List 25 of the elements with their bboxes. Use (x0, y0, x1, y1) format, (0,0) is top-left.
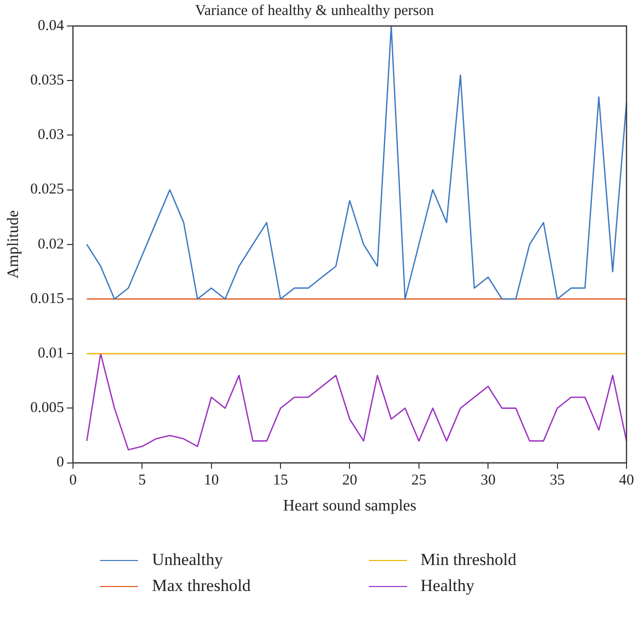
y-tick-label: 0.02 (38, 236, 64, 252)
y-tick-label: 0.04 (38, 18, 64, 34)
x-axis-title: Heart sound samples (283, 498, 416, 515)
legend-label: Unhealthy (152, 550, 223, 570)
x-tick-label: 35 (550, 472, 565, 489)
x-tick-label: 25 (411, 472, 426, 489)
x-tick-label: 30 (480, 472, 496, 489)
x-tick-label: 0 (69, 472, 77, 489)
legend-label: Healthy (420, 576, 474, 596)
y-tick-label: 0.035 (30, 72, 64, 89)
legend-label: Max threshold (152, 576, 251, 596)
x-tick-label: 10 (204, 472, 219, 489)
y-axis-title: Amplitude (4, 210, 22, 279)
y-tick-label: 0.03 (38, 127, 64, 144)
x-tick-label: 5 (138, 472, 146, 489)
y-tick-label: 0.025 (30, 182, 64, 198)
legend-label: Min threshold (420, 550, 516, 570)
y-tick-label: 0.01 (38, 346, 64, 362)
chart-title: Variance of healthy & unhealthy person (195, 2, 434, 19)
x-tick-label: 15 (273, 472, 288, 489)
y-tick-label: 0.015 (30, 290, 64, 307)
y-tick-label: 0 (56, 454, 64, 471)
x-tick-label: 20 (342, 472, 358, 489)
x-tick-label: 40 (619, 472, 634, 489)
y-tick-label: 0.005 (30, 400, 64, 416)
